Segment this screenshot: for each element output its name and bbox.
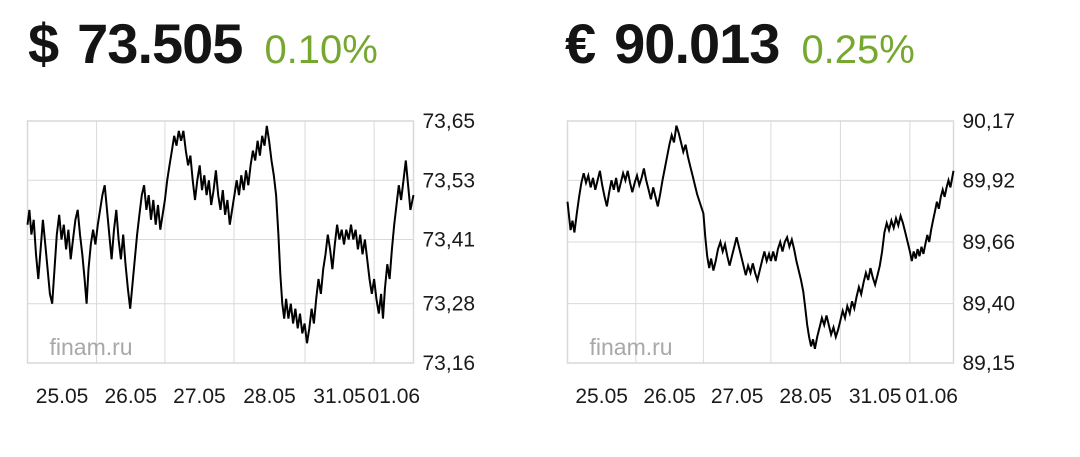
- eur-y-axis-labels: 90,17 89,92 89,66 89,40 89,15: [963, 110, 1016, 375]
- x-tick-label: 01.06: [905, 385, 958, 408]
- eur-chart[interactable]: finam.ru 90,17 89,92 89,66 89,40 89,15 25.05 26…: [566, 106, 1036, 408]
- x-tick-label: 28.05: [243, 385, 296, 408]
- usd-grid: [26, 120, 415, 364]
- usd-price-line: [26, 125, 415, 344]
- x-tick-label: 26.05: [643, 385, 696, 408]
- finam-watermark[interactable]: finam.ru: [590, 334, 673, 360]
- x-tick-label: 31.05: [313, 385, 366, 408]
- y-tick-label: 73,53: [423, 169, 476, 192]
- usd-quote-header: $73.505 0.10%: [28, 16, 378, 72]
- x-tick-label: 26.05: [104, 385, 157, 408]
- usd-y-axis-labels: 73,65 73,53 73,41 73,28 73,16: [423, 110, 476, 375]
- x-tick-label: 27.05: [711, 385, 764, 408]
- y-tick-label: 89,15: [963, 352, 1016, 375]
- x-tick-label: 01.06: [368, 385, 421, 408]
- eur-price: 90.013: [614, 12, 780, 75]
- x-tick-label: 25.05: [575, 385, 628, 408]
- eur-x-axis-labels: 25.05 26.05 27.05 28.05 31.05 01.06: [575, 385, 958, 408]
- usd-price: 73.505: [77, 12, 243, 75]
- usd-change-percent: 0.10%: [264, 28, 378, 72]
- eur-currency-symbol: €: [565, 12, 597, 75]
- usd-chart[interactable]: finam.ru 73,65 73,53 73,41 73,28 73,16 25.05 26…: [26, 106, 496, 408]
- y-tick-label: 89,92: [963, 169, 1016, 192]
- y-tick-label: 73,41: [423, 229, 476, 252]
- x-tick-label: 27.05: [173, 385, 226, 408]
- eur-quote-header: €90.013 0.25%: [565, 16, 915, 72]
- y-tick-label: 89,66: [963, 231, 1016, 254]
- y-tick-label: 73,16: [423, 352, 476, 375]
- eur-grid: [566, 120, 955, 364]
- eur-change-percent: 0.25%: [801, 28, 915, 72]
- y-tick-label: 89,40: [963, 293, 1016, 316]
- eur-price-line: [566, 125, 955, 349]
- y-tick-label: 73,65: [423, 110, 476, 133]
- usd-x-axis-labels: 25.05 26.05 27.05 28.05 31.05 01.06: [36, 385, 420, 408]
- usd-currency-symbol: $: [28, 12, 60, 75]
- finam-watermark[interactable]: finam.ru: [50, 334, 133, 360]
- x-tick-label: 25.05: [36, 385, 89, 408]
- y-tick-label: 73,28: [423, 293, 476, 316]
- x-tick-label: 31.05: [849, 385, 902, 408]
- y-tick-label: 90,17: [963, 110, 1016, 133]
- x-tick-label: 28.05: [779, 385, 832, 408]
